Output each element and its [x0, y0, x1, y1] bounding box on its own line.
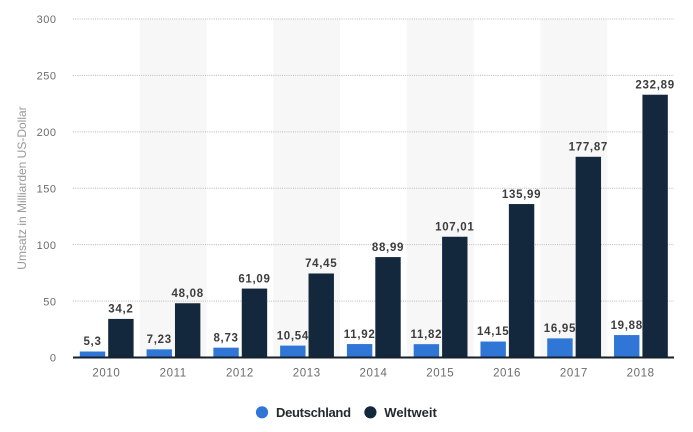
svg-text:10,54: 10,54 — [277, 330, 309, 342]
svg-text:200: 200 — [37, 127, 57, 139]
svg-text:11,92: 11,92 — [344, 329, 376, 341]
svg-text:14,15: 14,15 — [477, 326, 509, 338]
svg-text:50: 50 — [43, 296, 56, 308]
svg-text:7,23: 7,23 — [147, 334, 172, 346]
svg-text:177,87: 177,87 — [569, 141, 608, 153]
svg-text:61,09: 61,09 — [238, 273, 270, 285]
svg-text:8,73: 8,73 — [213, 332, 238, 344]
svg-text:Deutschland: Deutschland — [276, 405, 351, 420]
svg-text:34,2: 34,2 — [108, 304, 133, 316]
svg-text:2010: 2010 — [92, 368, 120, 380]
svg-text:48,08: 48,08 — [172, 288, 204, 300]
svg-text:19,88: 19,88 — [611, 320, 643, 332]
svg-text:250: 250 — [37, 71, 57, 83]
svg-text:300: 300 — [37, 14, 57, 26]
svg-text:2016: 2016 — [493, 368, 521, 380]
svg-text:100: 100 — [37, 240, 57, 252]
svg-text:107,01: 107,01 — [435, 221, 474, 233]
svg-text:2012: 2012 — [226, 368, 254, 380]
svg-text:Umsatz in Milliarden US-Dollar: Umsatz in Milliarden US-Dollar — [15, 106, 29, 269]
svg-text:135,99: 135,99 — [502, 189, 541, 201]
svg-text:11,82: 11,82 — [411, 329, 443, 341]
svg-text:232,89: 232,89 — [635, 79, 674, 91]
svg-text:16,95: 16,95 — [544, 323, 576, 335]
svg-text:2013: 2013 — [293, 368, 321, 380]
svg-text:2017: 2017 — [560, 368, 588, 380]
svg-text:150: 150 — [37, 183, 57, 195]
svg-text:74,45: 74,45 — [305, 258, 337, 270]
svg-text:5,3: 5,3 — [83, 336, 101, 348]
svg-text:88,99: 88,99 — [372, 242, 404, 254]
svg-text:Weltweit: Weltweit — [384, 405, 437, 420]
svg-text:2018: 2018 — [627, 368, 655, 380]
svg-text:0: 0 — [50, 353, 57, 365]
svg-text:2014: 2014 — [360, 368, 388, 380]
svg-text:2015: 2015 — [426, 368, 454, 380]
svg-text:2011: 2011 — [160, 368, 187, 380]
